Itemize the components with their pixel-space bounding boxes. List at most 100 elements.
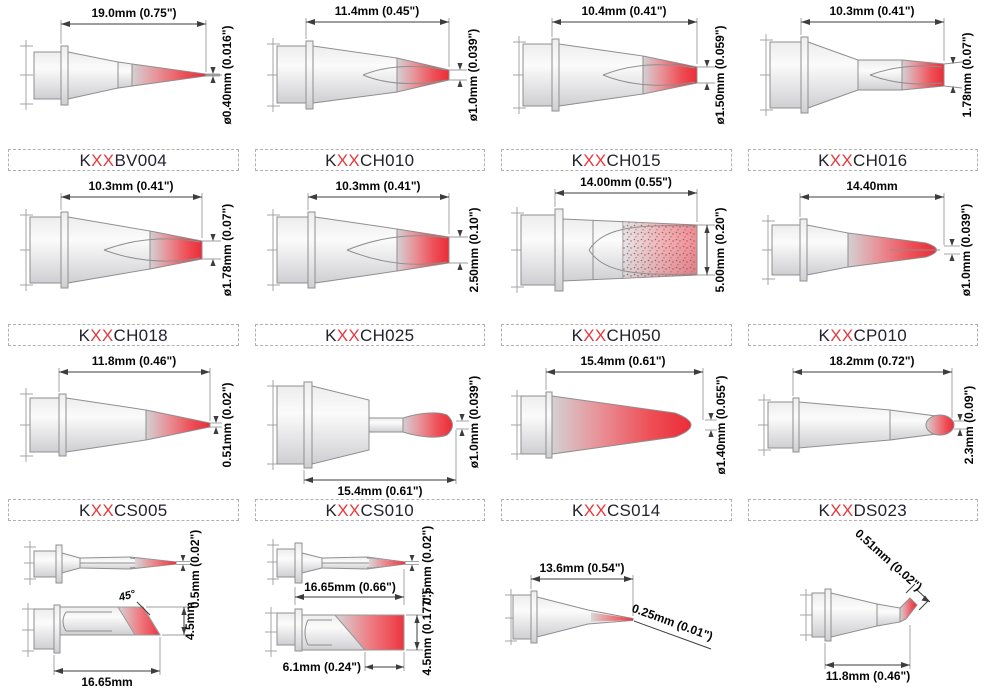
model-prefix: K — [78, 325, 91, 345]
dim-top: 10.3mm (0.41") — [829, 4, 914, 18]
tip-drawing-cs010: 15.4mm (0.61") ø1.0mm (0.039") — [266, 376, 481, 498]
tip-body — [771, 218, 940, 282]
tip-body-bottom-view — [33, 604, 161, 654]
model-suffix: CH016 — [853, 150, 908, 170]
dim-top: 13.6mm (0.54") — [539, 561, 624, 575]
tip-body — [522, 38, 698, 112]
datum-ticks — [20, 209, 33, 291]
cell-bent-tip: 0.51mm (0.02") 11.8mm (0.46") — [740, 525, 986, 698]
model-xx: XX — [336, 150, 360, 170]
dim-bottom: 16.65mm — [81, 675, 132, 689]
model-label-cs005: K XX CS005 — [8, 499, 239, 521]
dim-diagonal: 0.51mm (0.02") — [852, 526, 925, 593]
tip-red-region — [368, 558, 405, 568]
model-prefix: K — [325, 150, 337, 170]
cell-knife-a: 45° 0.5mm (0.02") 4.5mm 16.65mm — [0, 525, 247, 698]
dim-bottom: 11.8mm (0.46") — [825, 669, 909, 683]
model-label-ch016: K XX CH016 — [747, 149, 978, 171]
model-label-ch018: K XX CH018 — [8, 324, 239, 346]
tip-body — [520, 391, 692, 459]
model-xx: XX — [830, 500, 854, 520]
tip-drawing-cs005: 11.8mm (0.46") 0.51mm (0.02") — [20, 354, 234, 468]
tip-red-region — [402, 412, 453, 438]
dim-top: 10.3mm (0.41") — [335, 179, 420, 193]
model-xx: XX — [337, 500, 361, 520]
dim-angle: 45° — [117, 588, 138, 604]
model-label-bv004: K XX BV004 — [8, 149, 239, 171]
dimension-lines — [792, 368, 966, 436]
cell-ch025: 10.3mm (0.41") 2.50mm (0.10") K XX CH025 — [247, 175, 494, 350]
cell-ch010: 11.4mm (0.45") ø1.0mm (0.039") K XX CH010 — [247, 0, 494, 175]
model-xx: XX — [336, 325, 360, 345]
tip-red-region — [899, 597, 918, 623]
dim-right: ø1.40mm (0.055") — [714, 375, 728, 474]
dimension-lines — [60, 20, 220, 83]
tip-red-region — [551, 395, 692, 455]
tip-body — [33, 45, 222, 106]
dim-right: ø1.0mm (0.039") — [466, 29, 480, 121]
model-prefix: K — [818, 500, 831, 520]
speckle-texture — [623, 222, 697, 278]
datum-ticks — [513, 36, 526, 114]
tip-red-region — [396, 57, 449, 93]
tip-drawing-cs014: 15.4mm (0.61") ø1.40mm (0.055") — [511, 354, 728, 475]
tip-body — [29, 211, 203, 289]
dim-right: 5.00mm (0.20") — [713, 207, 727, 292]
model-suffix: CH025 — [360, 325, 415, 345]
model-prefix: K — [818, 325, 831, 345]
dim-right: 2.50mm (0.10") — [467, 207, 481, 292]
tip-body — [276, 381, 453, 469]
dim-mid: 16.65mm (0.66") — [304, 580, 396, 594]
dim-right-top: 0.5mm (0.02") — [420, 526, 434, 604]
cell-ch050: 14.00mm (0.55") 5.00mm (0.20") K XX CH050 — [493, 175, 740, 350]
dimension-lines — [305, 18, 467, 87]
model-prefix: K — [572, 500, 584, 520]
datum-ticks — [505, 589, 517, 645]
dimension-lines — [800, 18, 956, 93]
model-label-ds023: K XX DS023 — [747, 499, 978, 521]
bevel-red-region — [333, 614, 404, 651]
model-xx: XX — [830, 325, 854, 345]
cell-conical-sharp: 13.6mm (0.54") 0.25mm (0.01") — [493, 525, 740, 698]
dim-right: ø1.0mm (0.039") — [467, 376, 481, 468]
model-suffix: CH050 — [606, 325, 661, 345]
model-suffix: CS010 — [360, 500, 414, 520]
dim-diagonal: 0.25mm (0.01") — [630, 601, 715, 643]
tip-drawing-ch016: 10.3mm (0.41") 1.78mm (0.07") — [759, 4, 974, 118]
dim-right: ø1.50mm (0.059") — [713, 25, 727, 124]
tip-body-top-view — [33, 544, 177, 584]
model-label-ch015: K XX CH015 — [501, 149, 732, 171]
dim-right-bottom: 4.5mm — [183, 602, 197, 640]
dimension-lines — [58, 368, 222, 434]
tip-red-region — [149, 230, 203, 270]
tip-red-region — [925, 414, 954, 436]
model-prefix: K — [325, 500, 338, 520]
dimension-lines — [294, 555, 423, 671]
tip-body — [520, 208, 698, 292]
model-label-ch050: K XX CH050 — [501, 324, 732, 346]
dim-top: 18.2mm (0.72") — [829, 354, 914, 368]
dimension-lines — [307, 193, 468, 270]
tip-body — [29, 393, 211, 457]
dim-top: 10.3mm (0.41") — [88, 179, 173, 193]
model-suffix: CS014 — [606, 500, 661, 520]
dim-top: 10.4mm (0.41") — [581, 4, 666, 18]
model-xx: XX — [90, 325, 114, 345]
tip-drawing-bv004: 19.0mm (0.75") ø0.40mm (0.016") — [20, 6, 234, 125]
model-label-ch025: K XX CH025 — [254, 324, 485, 346]
cell-bv004: 19.0mm (0.75") ø0.40mm (0.016") K XX BV004 — [0, 0, 247, 175]
model-suffix: BV004 — [114, 150, 167, 170]
datum-ticks — [264, 539, 279, 657]
dimension-lines — [60, 193, 221, 266]
model-prefix: K — [571, 150, 584, 170]
tip-body — [276, 40, 449, 110]
model-xx: XX — [583, 325, 607, 345]
dimension-lines — [545, 368, 717, 437]
tip-red-region — [145, 409, 211, 441]
model-suffix: CH018 — [113, 325, 168, 345]
model-suffix: CP010 — [853, 325, 907, 345]
tip-body — [769, 36, 962, 114]
model-prefix: K — [325, 325, 337, 345]
dim-bottom: 6.1mm (0.24") — [282, 660, 360, 674]
